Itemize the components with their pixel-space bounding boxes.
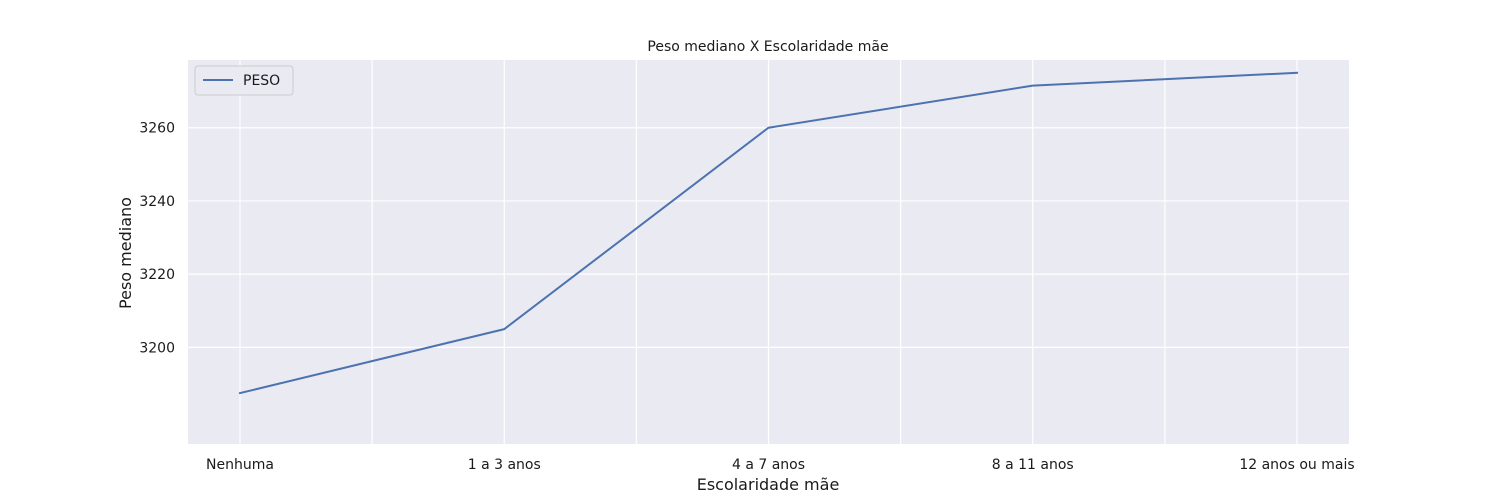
x-tick-labels: Nenhuma 1 a 3 anos 4 a 7 anos 8 a 11 anos 12… bbox=[206, 457, 1355, 473]
y-tick-label: 3240 bbox=[139, 194, 175, 210]
y-tick-label: 3220 bbox=[139, 267, 175, 283]
legend: PESO bbox=[194, 65, 294, 96]
x-axis-label: Escolaridade mãe bbox=[697, 475, 840, 494]
y-axis-label: Peso mediano bbox=[116, 197, 135, 309]
y-tick-labels: 3200 3220 3240 3260 bbox=[139, 121, 175, 357]
chart-title: Peso mediano X Escolaridade mãe bbox=[647, 39, 888, 55]
x-tick-label: 12 anos ou mais bbox=[1239, 457, 1354, 473]
y-tick-label: 3260 bbox=[139, 121, 175, 137]
grid bbox=[188, 60, 1349, 444]
series-line-peso bbox=[238, 71, 1299, 395]
x-tick-label: Nenhuma bbox=[206, 457, 274, 473]
x-tick-label: 1 a 3 anos bbox=[468, 457, 541, 473]
x-tick-label: 8 a 11 anos bbox=[992, 457, 1074, 473]
x-tick-label: 4 a 7 anos bbox=[732, 457, 805, 473]
series-layer bbox=[238, 71, 1299, 395]
y-tick-label: 3200 bbox=[139, 340, 175, 356]
legend-box bbox=[194, 65, 294, 96]
legend-label-peso: PESO bbox=[243, 73, 280, 89]
